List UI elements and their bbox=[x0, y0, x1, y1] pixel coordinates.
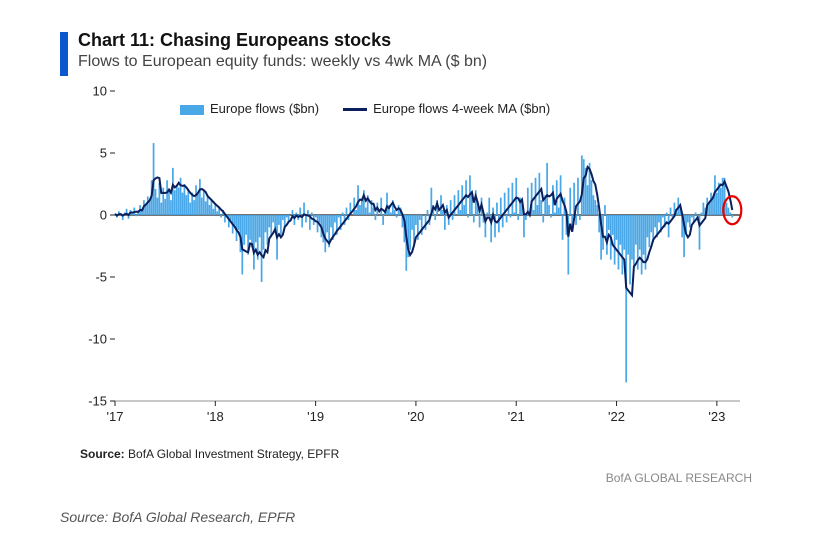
y-tick-label: -10 bbox=[77, 332, 107, 347]
x-tick-label: '22 bbox=[608, 409, 625, 424]
y-tick-label: -5 bbox=[77, 270, 107, 285]
y-tick-label: 5 bbox=[77, 146, 107, 161]
chart-area: Europe flows ($bn) Europe flows 4-week M… bbox=[60, 81, 760, 441]
x-tick-label: '19 bbox=[307, 409, 324, 424]
legend-bar-label: Europe flows ($bn) bbox=[210, 101, 319, 116]
x-tick-label: '23 bbox=[708, 409, 725, 424]
x-tick-label: '17 bbox=[107, 409, 124, 424]
chart-legend: Europe flows ($bn) Europe flows 4-week M… bbox=[180, 101, 550, 116]
legend-line-item: Europe flows 4-week MA ($bn) bbox=[343, 101, 550, 116]
source-inner-text: BofA Global Investment Strategy, EPFR bbox=[128, 447, 339, 461]
x-tick-label: '21 bbox=[508, 409, 525, 424]
chart-title: Chart 11: Chasing Europeans stocks bbox=[78, 30, 792, 51]
legend-line-label: Europe flows 4-week MA ($bn) bbox=[373, 101, 550, 116]
source-inner-label: Source: bbox=[80, 447, 125, 461]
title-accent-bar bbox=[60, 32, 68, 76]
chart-header: Chart 11: Chasing Europeans stocks Flows… bbox=[60, 30, 792, 71]
chart-subtitle: Flows to European equity funds: weekly v… bbox=[78, 53, 792, 71]
legend-bar-swatch bbox=[180, 105, 204, 115]
y-tick-label: 10 bbox=[77, 84, 107, 99]
y-tick-label: -15 bbox=[77, 394, 107, 409]
brand-text: BofA GLOBAL RESEARCH bbox=[40, 471, 752, 485]
x-tick-label: '20 bbox=[407, 409, 424, 424]
y-tick-label: 0 bbox=[77, 208, 107, 223]
source-inner: Source: BofA Global Investment Strategy,… bbox=[80, 447, 792, 461]
legend-line-swatch bbox=[343, 108, 367, 111]
source-outer: Source: BofA Global Research, EPFR bbox=[60, 509, 792, 525]
legend-bar-item: Europe flows ($bn) bbox=[180, 101, 319, 116]
x-tick-label: '18 bbox=[207, 409, 224, 424]
chart-svg bbox=[60, 81, 760, 441]
